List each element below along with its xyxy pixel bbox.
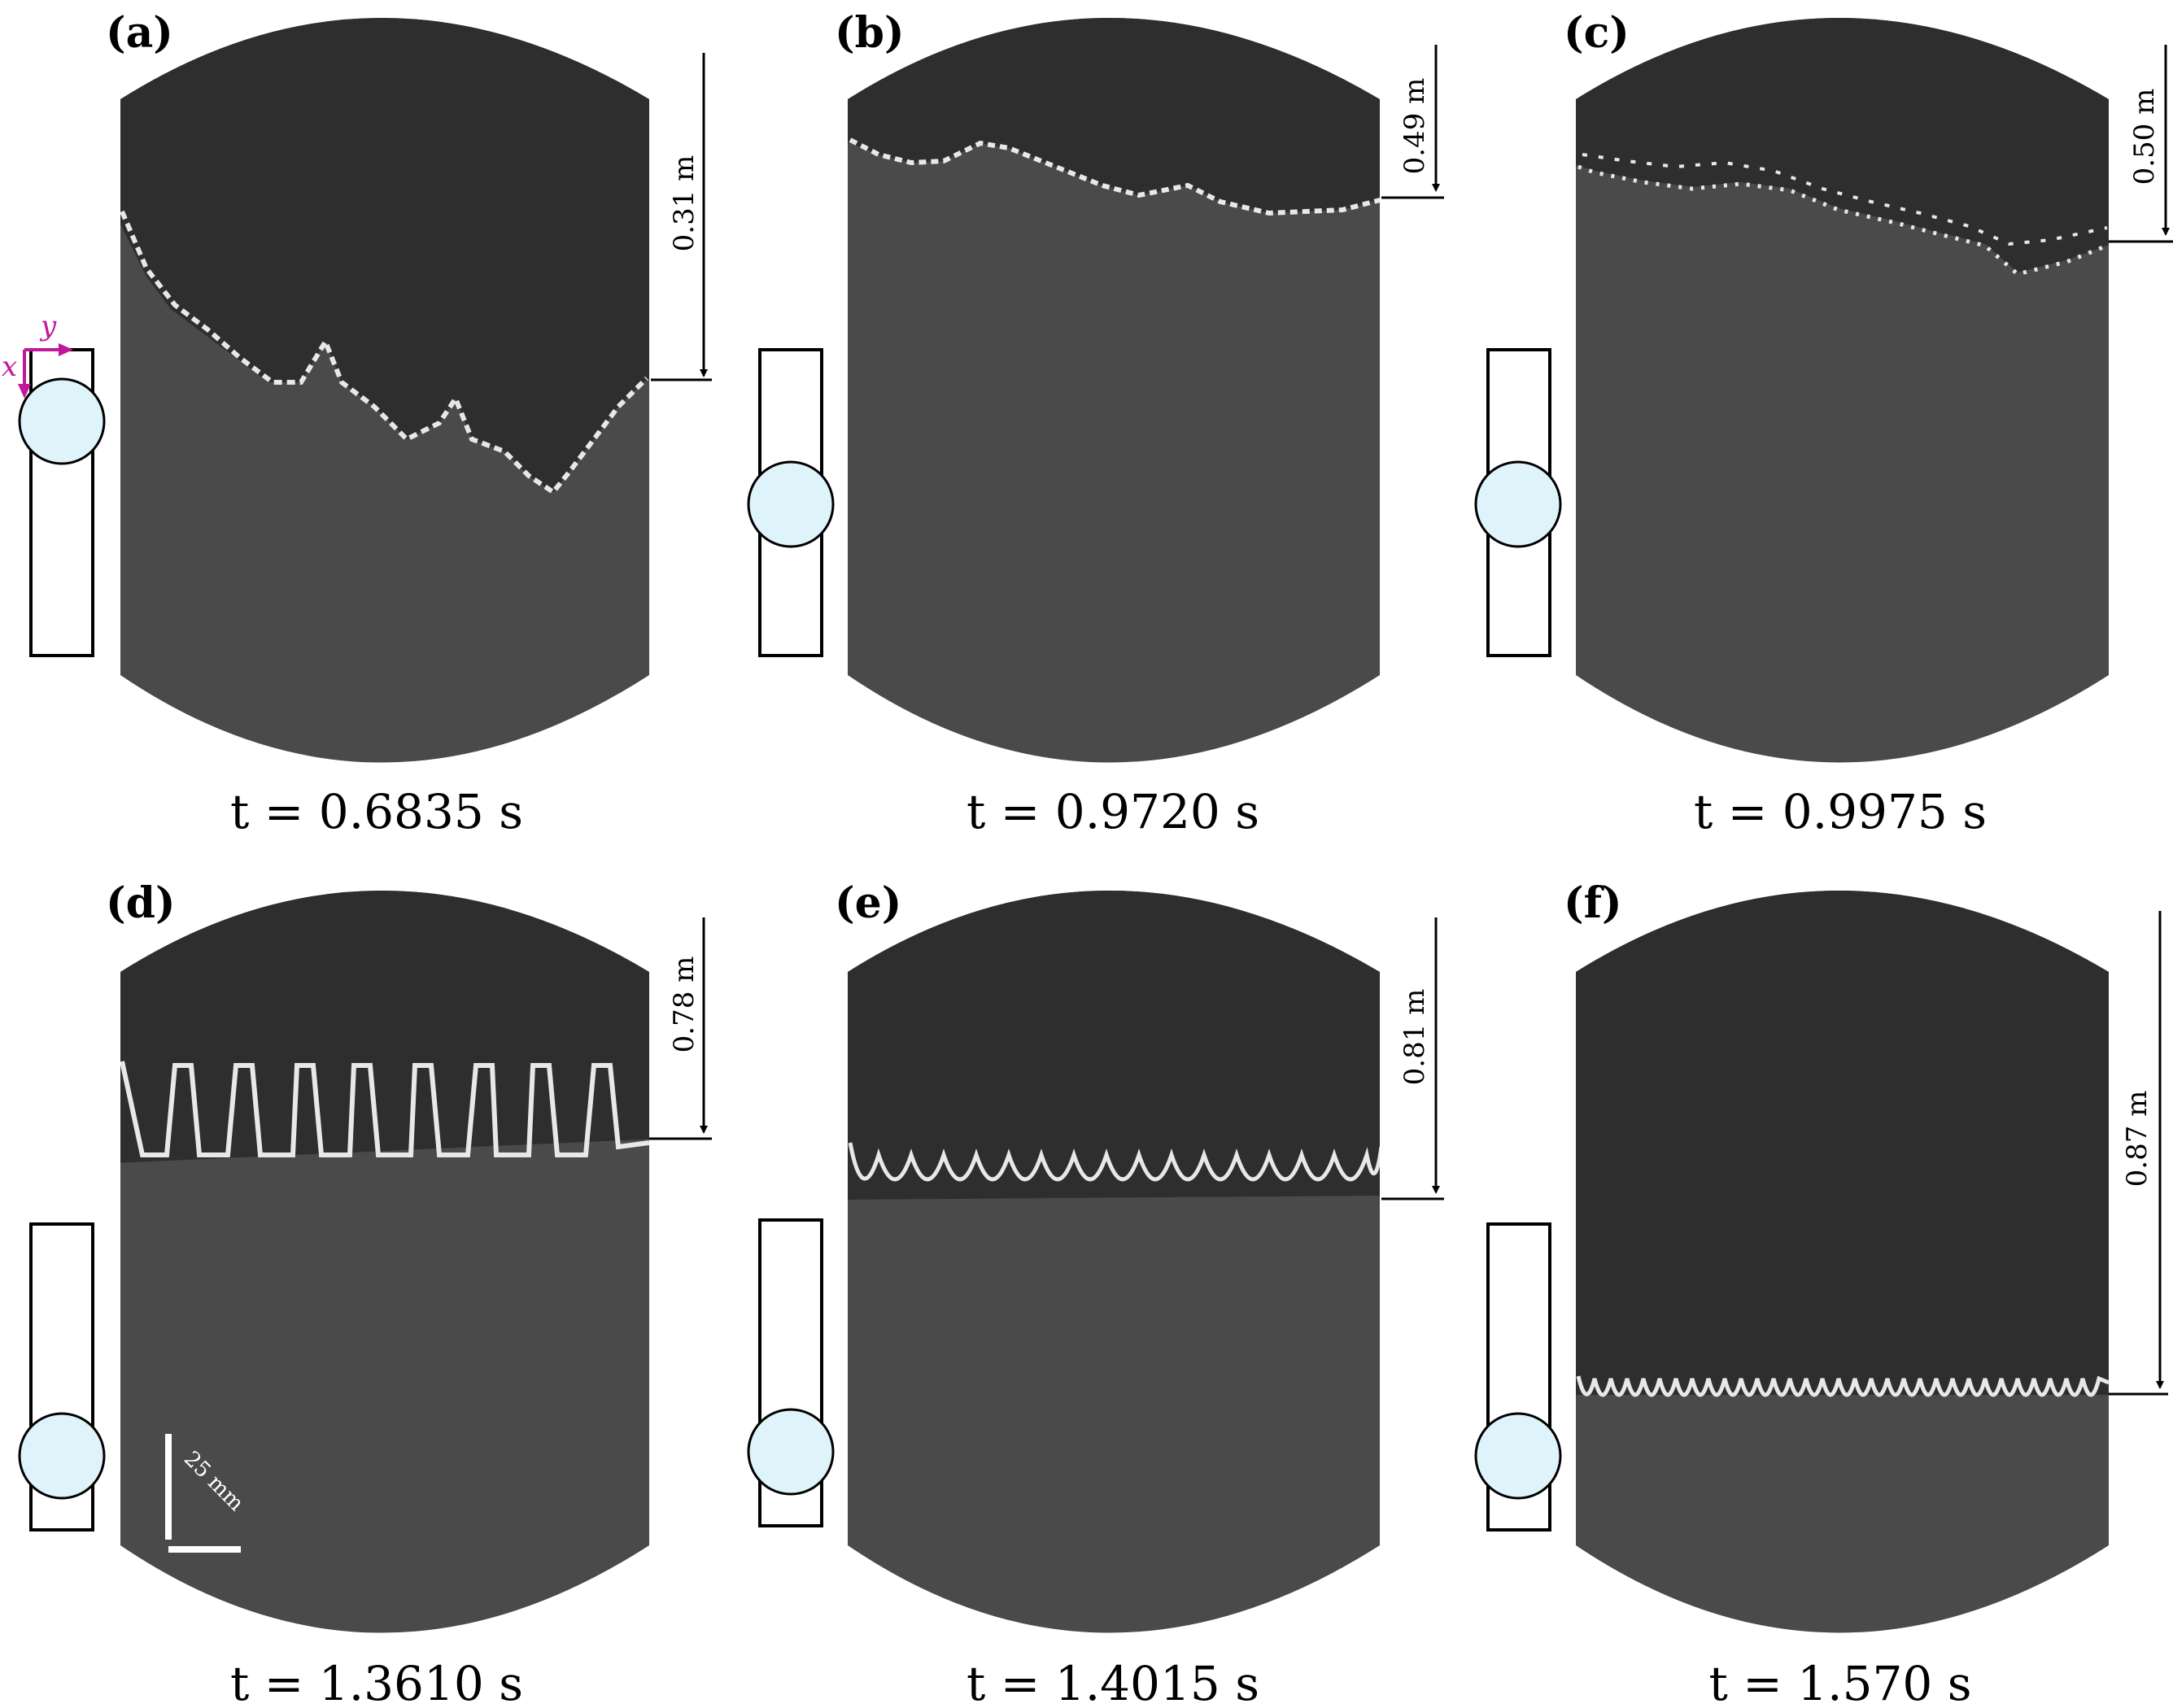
axis-label-x: x <box>2 351 17 383</box>
time-label: t = 1.570 s <box>1708 1656 1971 1708</box>
panel-label: (a) <box>106 8 173 58</box>
time-label: t = 0.9720 s <box>967 784 1259 839</box>
depth-indicator: 0.50 m <box>2109 45 2173 243</box>
axis-indicator: x y <box>2 310 73 399</box>
panel-b: (b) 0.49 m t = 0.9720 s <box>747 8 1444 839</box>
depth-label: 0.50 m <box>2128 89 2161 185</box>
probe-schematic <box>18 1222 106 1532</box>
panel-label: (f) <box>1564 878 1622 928</box>
panel-f: (f) 0.87 m t = 1.570 s <box>1474 878 2168 1708</box>
panel-e: (e) 0.81 m t = 1.4015 s <box>747 878 1444 1708</box>
depth-indicator: 0.78 m <box>649 917 712 1140</box>
depth-indicator: 0.87 m <box>2109 911 2168 1396</box>
time-label: t = 1.4015 s <box>967 1656 1259 1708</box>
probe-schematic <box>1474 348 1562 657</box>
depth-label: 0.87 m <box>2121 1091 2153 1187</box>
time-label: t = 1.3610 s <box>230 1656 523 1708</box>
time-label: t = 0.9975 s <box>1694 784 1987 839</box>
panel-label: (d) <box>106 878 176 928</box>
probe-schematic <box>747 1218 835 1527</box>
panel-d-image <box>120 891 649 1633</box>
panel-c-image <box>1576 18 2109 763</box>
probe-schematic <box>18 348 106 657</box>
panel-b-image <box>848 18 1380 763</box>
axis-label-y: y <box>39 310 57 342</box>
depth-label: 0.49 m <box>1398 78 1431 175</box>
panel-d: (d) 0.78 m 25 mm t = 1.3610 s <box>18 878 712 1708</box>
depth-indicator: 0.31 m <box>651 53 712 381</box>
depth-indicator: 0.49 m <box>1381 45 1444 199</box>
depth-label: 0.81 m <box>1398 989 1431 1086</box>
panel-f-image <box>1576 891 2109 1633</box>
panel-label: (e) <box>835 878 901 928</box>
panel-label: (c) <box>1564 8 1630 58</box>
panel-c: (c) 0.50 m t = 0.9975 s <box>1474 8 2173 839</box>
depth-label: 0.78 m <box>668 956 700 1053</box>
depth-label: 0.31 m <box>668 155 700 252</box>
probe-schematic <box>747 348 835 657</box>
panel-label: (b) <box>835 8 905 58</box>
probe-schematic <box>1474 1222 1562 1532</box>
panel-e-image <box>848 891 1380 1633</box>
panel-a: (a) 0.31 m x y t = 0.6835 s <box>2 8 712 839</box>
panel-a-image <box>120 18 649 763</box>
time-label: t = 0.6835 s <box>230 784 523 839</box>
depth-indicator: 0.81 m <box>1381 917 1444 1200</box>
